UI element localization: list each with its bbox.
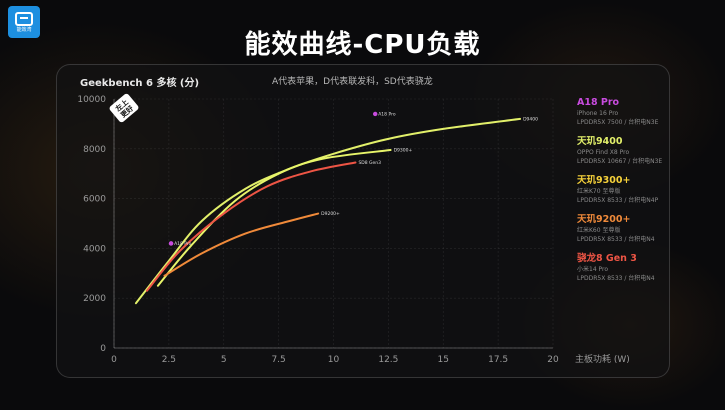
- y-tick-label: 4000: [83, 244, 106, 254]
- x-tick-label: 10: [328, 355, 340, 365]
- legend-name: 骁龙8 Gen 3: [577, 253, 637, 264]
- logo-text: 能效湾: [16, 26, 32, 33]
- x-tick-label: 2.5: [162, 355, 176, 365]
- y-tick-label: 0: [100, 344, 106, 354]
- data-point-a18-pro-low: [168, 241, 174, 246]
- legend-spec: LPDDR5X 8533 / 台积电N4: [577, 275, 655, 282]
- chart-note: A代表苹果，D代表联发科，SD代表骁龙: [272, 77, 433, 87]
- x-tick-label: 20: [547, 355, 559, 365]
- x-tick-label: 7.5: [271, 355, 285, 365]
- x-tick-label: 17.5: [488, 355, 508, 365]
- brand-logo: 能效湾: [8, 6, 40, 38]
- legend-name: 天玑9400: [577, 136, 623, 147]
- x-tick-label: 15: [438, 355, 449, 365]
- x-tick-label: 0: [111, 355, 117, 365]
- series-label-d9200-: D9200+: [321, 211, 340, 217]
- legend-device: 小米14 Pro: [577, 266, 609, 273]
- legend-spec: LPDDR5X 7500 / 台积电N3E: [577, 119, 659, 126]
- legend-name: A18 Pro: [577, 97, 620, 108]
- legend-item: 天玑9400 OPPO Find X8 Pro LPDDR5X 10667 / 台积…: [577, 136, 669, 166]
- x-tick-label: 5: [221, 355, 227, 365]
- legend-device: iPhone 16 Pro: [577, 110, 619, 117]
- series-label-a18-pro-low: A18 Pro: [174, 241, 192, 247]
- legend-item: 天玑9200+ 红米K60 至尊版 LPDDR5X 8533 / 台积电N4: [577, 214, 669, 244]
- legend-item: 天玑9300+ 红米K70 至尊版 LPDDR5X 8533 / 台积电N4P: [577, 175, 669, 205]
- series-label-d9300-: D9300+: [394, 148, 413, 154]
- legend: A18 Pro iPhone 16 Pro LPDDR5X 7500 / 台积电N3…: [577, 97, 669, 292]
- y-tick-label: 6000: [83, 195, 106, 205]
- chart-panel: [56, 64, 670, 378]
- badge-background: [109, 93, 139, 123]
- legend-spec: LPDDR5X 8533 / 台积电N4: [577, 236, 655, 243]
- x-tick-label: 12.5: [378, 355, 398, 365]
- series-label-a18-pro: A18 Pro: [378, 111, 396, 117]
- chart-title: Geekbench 6 多核 (分): [80, 78, 200, 89]
- series-line-sd8-gen3: [145, 161, 357, 292]
- logo-icon: [15, 11, 33, 26]
- legend-name: 天玑9200+: [577, 214, 631, 225]
- x-axis-label: 主板功耗 (W): [575, 353, 630, 365]
- page-title: 能效曲线-CPU负载: [244, 30, 481, 60]
- data-point-a18-pro: [373, 111, 378, 117]
- legend-name: 天玑9300+: [577, 175, 631, 186]
- y-tick-label: 10000: [77, 95, 106, 105]
- legend-item: A18 Pro iPhone 16 Pro LPDDR5X 7500 / 台积电N3…: [577, 97, 669, 127]
- legend-spec: LPDDR5X 8533 / 台积电N4P: [577, 197, 659, 204]
- legend-device: OPPO Find X8 Pro: [577, 149, 630, 156]
- legend-device: 红米K60 至尊版: [577, 227, 621, 234]
- legend-item: 骁龙8 Gen 3 小米14 Pro LPDDR5X 8533 / 台积电N4: [577, 253, 669, 283]
- y-tick-label: 2000: [83, 294, 106, 304]
- series-line-d9300-: [156, 149, 392, 287]
- series-label-d9400: D9400: [523, 116, 538, 122]
- legend-spec: LPDDR5X 10667 / 台积电N3E: [577, 158, 663, 165]
- y-tick-label: 8000: [83, 145, 106, 155]
- legend-device: 红米K70 至尊版: [577, 188, 621, 195]
- series-line-d9200-: [163, 212, 320, 277]
- series-label-sd8-gen3: SD8 Gen3: [358, 160, 381, 166]
